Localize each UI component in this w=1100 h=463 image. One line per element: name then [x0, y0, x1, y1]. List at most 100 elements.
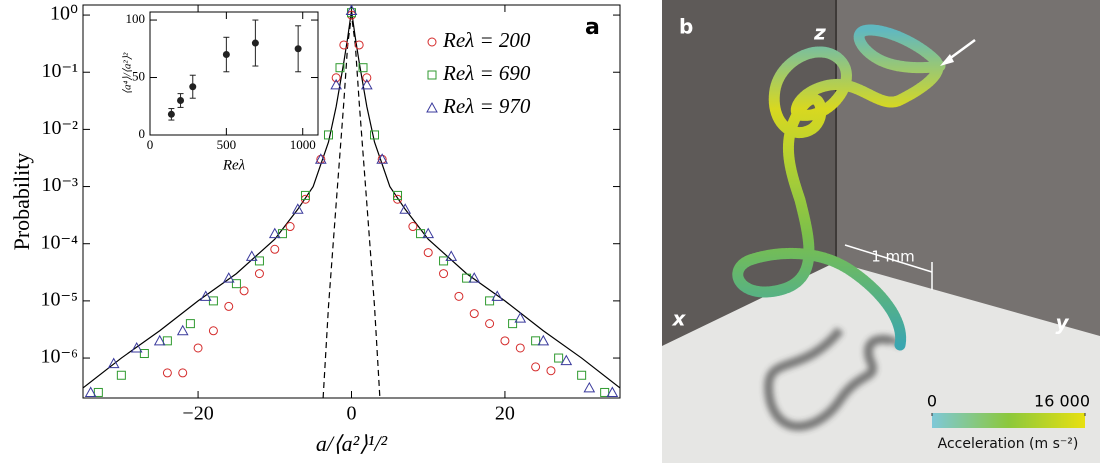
data-point	[600, 387, 610, 397]
data-point	[84, 386, 97, 397]
data-point	[454, 291, 464, 301]
data-point	[358, 63, 368, 73]
data-point	[335, 63, 345, 73]
axis-label-x: x	[672, 307, 687, 331]
data-point	[583, 381, 596, 393]
data-point	[445, 250, 458, 261]
data-point	[531, 336, 541, 346]
y-tick-label: 0	[139, 126, 146, 141]
x-tick-label: 0	[347, 403, 357, 425]
y-tick-label: 10⁻⁴	[40, 231, 78, 253]
data-point	[339, 40, 349, 50]
data-point	[254, 269, 264, 279]
data-point	[139, 349, 149, 359]
data-point	[208, 326, 218, 336]
data-point	[408, 222, 418, 232]
x-tick-label: 20	[495, 403, 515, 425]
plot-frame	[149, 11, 319, 136]
y-tick-label: 10⁻⁶	[40, 346, 78, 368]
curve	[82, 10, 621, 389]
data-point	[285, 222, 295, 232]
scale-bar-label: 1 mm	[871, 248, 915, 266]
data-point	[422, 227, 435, 239]
data-point	[291, 203, 304, 214]
data-point	[330, 78, 343, 90]
data-point	[162, 336, 172, 346]
curve	[322, 14, 381, 399]
data-point	[491, 290, 504, 301]
colorbar-tick-label: 16 000	[1034, 392, 1090, 411]
rendering	[662, 0, 1100, 463]
data-point	[178, 368, 188, 378]
data-point	[162, 368, 172, 378]
data-point	[231, 279, 241, 289]
colorbar-tick-label: 0	[927, 392, 937, 411]
data-point	[514, 312, 527, 323]
data-point	[222, 272, 235, 283]
data-point	[462, 273, 472, 283]
data-point	[546, 366, 556, 376]
panel-label: a	[585, 15, 600, 40]
data-point	[224, 301, 234, 311]
data-point	[222, 51, 230, 59]
data-point	[294, 45, 302, 53]
data-point	[468, 272, 481, 283]
x-axis-label: a/⟨a²⟩¹/²	[316, 431, 388, 456]
legend-label: Reλ = 200	[442, 28, 531, 52]
data-point	[531, 362, 541, 372]
data-point	[93, 387, 103, 397]
legend-marker	[427, 37, 437, 47]
data-point	[268, 227, 281, 239]
inset-x-label: Reλ	[222, 157, 246, 173]
data-point	[254, 256, 264, 266]
x-tick-label: 1000	[290, 137, 316, 152]
data-point	[354, 40, 364, 50]
data-point	[370, 130, 380, 140]
data-point	[376, 153, 389, 164]
data-point	[189, 83, 197, 91]
data-point	[485, 319, 495, 329]
data-point	[176, 324, 189, 336]
data-point	[485, 296, 495, 306]
data-point	[360, 78, 373, 90]
data-point	[423, 248, 433, 258]
data-point	[393, 190, 403, 200]
data-point	[130, 341, 143, 353]
data-point	[167, 110, 175, 118]
y-tick-label: 10⁻¹	[41, 60, 78, 82]
y-tick-label: 10⁻⁵	[40, 288, 78, 310]
inset-background	[150, 12, 318, 135]
data-point	[515, 343, 525, 353]
legend-label: Reλ = 690	[442, 61, 531, 85]
legend-marker	[427, 70, 437, 80]
data-point	[199, 290, 212, 301]
colorbar-label: Acceleration (m s⁻²)	[938, 436, 1079, 452]
data-point	[439, 269, 449, 279]
data-point	[208, 296, 218, 306]
x-tick-label: 0	[147, 137, 154, 152]
data-point	[314, 153, 327, 164]
legend-marker	[426, 101, 438, 113]
inset-y-label: ⟨a⁴⟩/⟨a²⟩²	[122, 52, 134, 94]
data-point	[439, 256, 449, 266]
y-tick-label: 50	[132, 69, 145, 84]
data-point	[416, 229, 426, 239]
axis-label-y: y	[1055, 311, 1069, 335]
data-point	[107, 357, 120, 369]
data-point	[185, 319, 195, 329]
panel-label: b	[679, 15, 693, 39]
y-tick-label: 100	[126, 11, 146, 26]
data-point	[577, 370, 587, 380]
data-point	[277, 229, 287, 239]
data-point	[345, 4, 358, 16]
data-point	[177, 97, 185, 105]
data-point	[537, 334, 550, 346]
y-axis-label: Probability	[9, 153, 34, 251]
x-tick-label: −20	[182, 403, 213, 425]
y-tick-label: 10⁻²	[41, 117, 78, 139]
data-point	[331, 73, 341, 83]
data-point	[508, 319, 518, 329]
data-point	[399, 203, 412, 214]
data-point	[193, 343, 203, 353]
